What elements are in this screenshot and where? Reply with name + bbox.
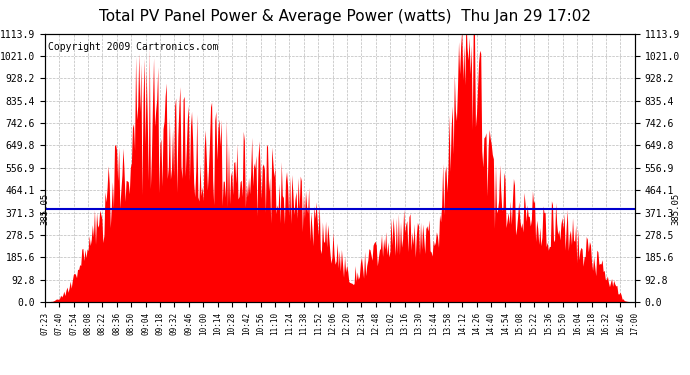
Text: Total PV Panel Power & Average Power (watts)  Thu Jan 29 17:02: Total PV Panel Power & Average Power (wa… xyxy=(99,9,591,24)
Text: 385.05: 385.05 xyxy=(671,193,680,225)
Text: Copyright 2009 Cartronics.com: Copyright 2009 Cartronics.com xyxy=(48,42,218,52)
Text: 385.05: 385.05 xyxy=(40,193,49,225)
